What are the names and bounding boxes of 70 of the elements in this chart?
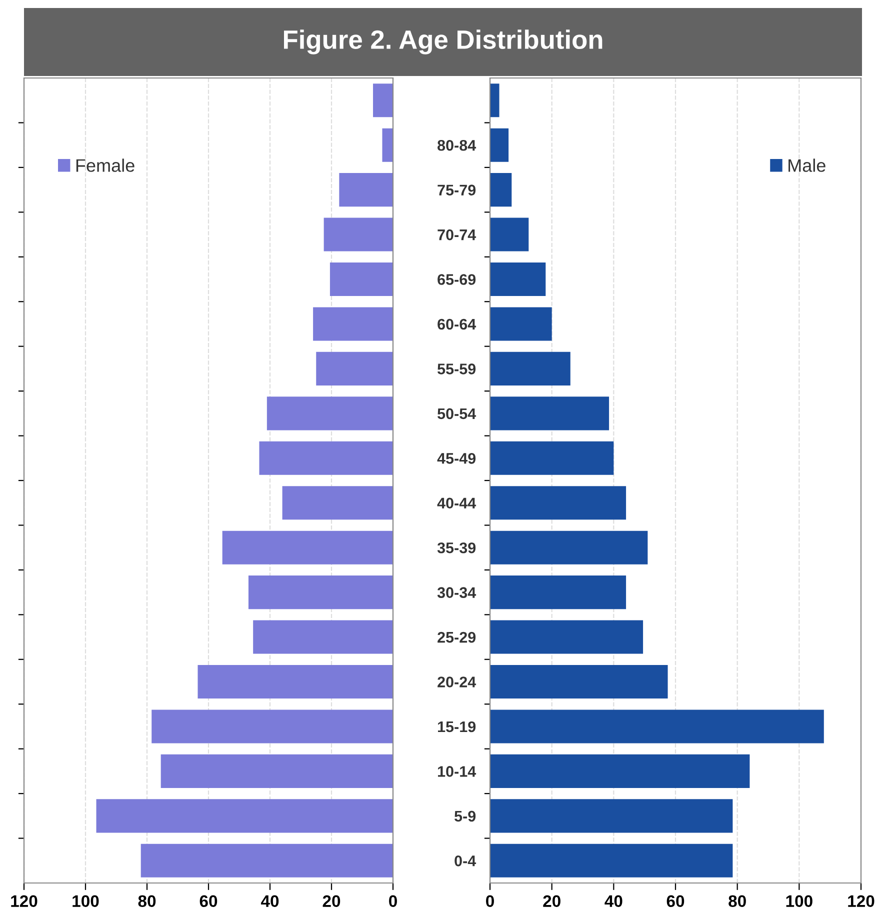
x-tick-label: 120 <box>848 895 874 908</box>
y-tick-label: 10-14 <box>438 766 476 777</box>
bar <box>140 844 393 878</box>
x-tick-label: 60 <box>200 895 218 908</box>
y-tick-label: 15-19 <box>438 721 476 732</box>
bar <box>198 664 393 699</box>
y-tick-label: 25-29 <box>438 632 476 643</box>
bar <box>490 576 626 610</box>
x-tick-label: 60 <box>666 895 684 908</box>
x-tick-label: 20 <box>543 895 560 908</box>
y-tick-label: 60-64 <box>438 318 476 330</box>
x-tick-label: 40 <box>260 895 279 908</box>
bar <box>490 486 626 520</box>
x-tick-label: 20 <box>322 895 340 908</box>
bar <box>339 173 393 207</box>
bar <box>490 441 614 475</box>
bar <box>313 307 393 341</box>
bar <box>373 84 393 118</box>
y-tick-label: 0-4 <box>454 856 476 866</box>
chart-title: Figure 2. Age Distribution <box>284 30 602 54</box>
bar <box>490 664 668 699</box>
x-tick-label: 100 <box>72 895 99 908</box>
y-tick-label: 75-79 <box>438 184 476 196</box>
y-tick-label: 55-59 <box>438 364 476 374</box>
bar <box>490 218 529 252</box>
y-tick-label: 65-69 <box>438 274 476 285</box>
bar <box>490 396 610 430</box>
bar <box>160 754 393 788</box>
bar <box>266 396 393 430</box>
x-tick-label: 80 <box>728 895 746 908</box>
y-tick-label: 5-9 <box>454 810 476 822</box>
x-tick-label: 100 <box>786 895 812 908</box>
legend-label: Male <box>788 158 826 172</box>
bar <box>490 710 824 744</box>
bar <box>490 620 644 654</box>
x-tick-label: 0 <box>389 895 397 908</box>
bar <box>490 262 546 296</box>
bar <box>490 754 750 788</box>
y-tick-label: 50-54 <box>438 408 476 420</box>
bar <box>490 173 512 207</box>
y-tick-label: 20-24 <box>438 676 476 688</box>
y-tick-label: 35-39 <box>437 542 476 554</box>
bar <box>382 128 393 162</box>
bar <box>152 710 393 744</box>
y-tick-label: 45-49 <box>437 453 476 464</box>
bar <box>490 128 509 162</box>
x-tick-label: 80 <box>138 895 156 908</box>
bar <box>490 307 552 341</box>
bar <box>490 799 733 833</box>
bar <box>316 352 393 386</box>
bar <box>222 530 393 564</box>
x-tick-label: 0 <box>486 895 494 908</box>
bar <box>259 441 393 475</box>
bar <box>490 530 648 564</box>
y-tick-label: 40-44 <box>437 498 476 509</box>
bar <box>248 576 393 610</box>
bar <box>324 218 393 252</box>
y-tick-label: 80-84 <box>438 140 476 151</box>
x-tick-label: 120 <box>11 895 38 908</box>
bar <box>490 84 500 118</box>
x-tick-label: 40 <box>604 895 622 908</box>
bar <box>330 262 393 296</box>
bar <box>96 799 393 833</box>
y-tick-label: 30-34 <box>437 587 476 598</box>
bar <box>282 486 393 520</box>
bar <box>490 352 570 386</box>
legend-label: Female <box>76 158 134 172</box>
y-tick-label: 70-74 <box>438 229 476 240</box>
bar <box>490 844 733 878</box>
bar <box>253 620 393 654</box>
